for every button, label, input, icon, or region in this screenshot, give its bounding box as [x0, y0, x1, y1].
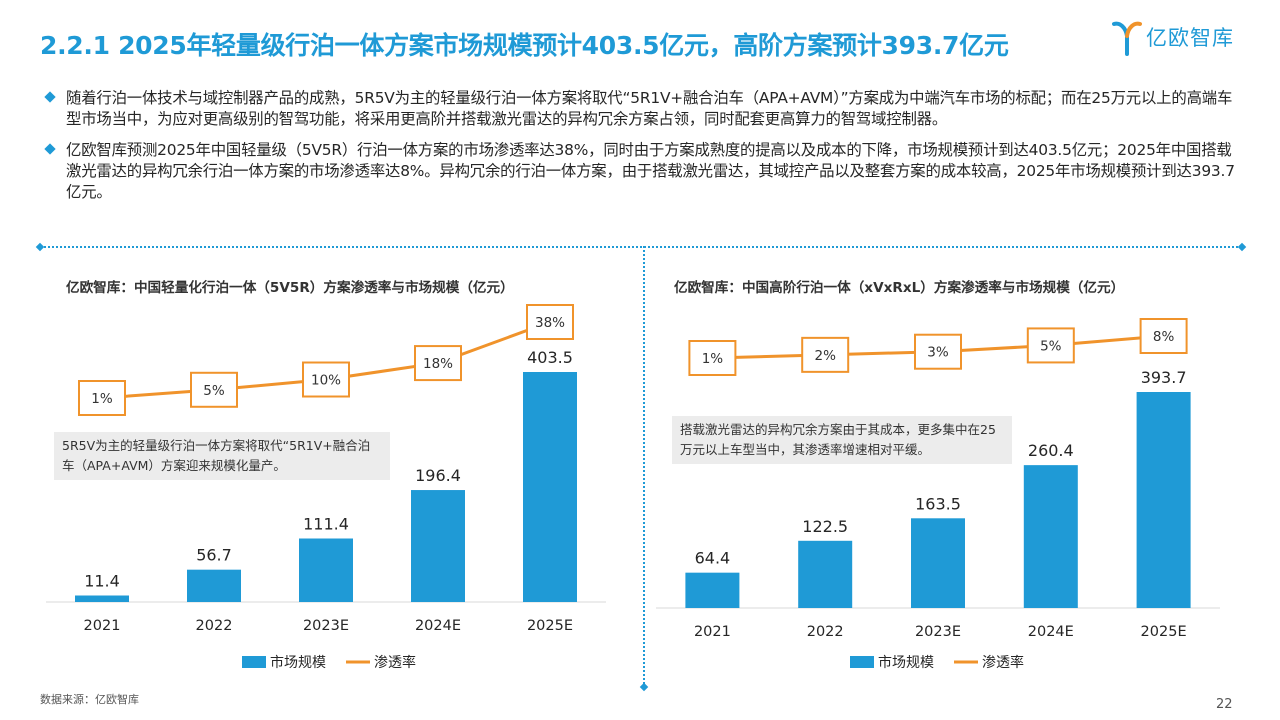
chart-advanced-xvxrxl: 亿欧智库：中国高阶行泊一体（xVxRxL）方案渗透率与市场规模（亿元） 64.4… — [656, 262, 1230, 682]
divider-end-icon — [1237, 242, 1247, 252]
chart-title: 亿欧智库：中国高阶行泊一体（xVxRxL）方案渗透率与市场规模（亿元） — [674, 280, 1125, 296]
bar-value-label: 11.4 — [84, 572, 120, 591]
penetration-label: 5% — [1040, 338, 1062, 354]
penetration-label: 1% — [702, 351, 724, 367]
legend-bar-label: 市场规模 — [878, 654, 934, 671]
bar-value-label: 163.5 — [915, 494, 961, 513]
x-tick-label: 2025E — [527, 618, 573, 634]
bar-value-label: 196.4 — [415, 466, 461, 485]
x-tick-label: 2021 — [84, 618, 121, 634]
bar-value-label: 111.4 — [303, 515, 349, 534]
bar-value-label: 393.7 — [1141, 368, 1187, 387]
penetration-label: 10% — [311, 373, 341, 389]
x-tick-label: 2022 — [196, 618, 233, 634]
page-number: 22 — [1216, 697, 1233, 712]
x-tick-label: 2023E — [303, 618, 349, 634]
penetration-label: 2% — [814, 348, 836, 364]
penetration-label-box — [1026, 327, 1075, 364]
vertical-divider — [643, 246, 645, 688]
bullet-list: 随着行泊一体技术与域控制器产品的成熟，5R5V为主的轻量级行泊一体方案将取代“5… — [44, 88, 1246, 213]
bullet-item: 随着行泊一体技术与域控制器产品的成熟，5R5V为主的轻量级行泊一体方案将取代“5… — [44, 88, 1246, 130]
penetration-label: 8% — [1153, 329, 1175, 345]
legend-bar-swatch — [242, 656, 266, 668]
penetration-label: 1% — [91, 391, 113, 407]
logo: 亿欧智库 — [1112, 18, 1252, 60]
bullet-text: 随着行泊一体技术与域控制器产品的成熟，5R5V为主的轻量级行泊一体方案将取代“5… — [66, 89, 1233, 128]
logo-text: 亿欧智库 — [1146, 26, 1234, 50]
penetration-label-box — [78, 380, 126, 416]
penetration-label-box — [914, 333, 962, 370]
divider-end-icon — [639, 682, 649, 692]
bar — [798, 540, 853, 608]
legend-line-label: 渗透率 — [374, 654, 416, 671]
bar — [187, 569, 241, 602]
bar — [299, 538, 353, 602]
divider-end-icon — [35, 242, 45, 252]
x-tick-label: 2023E — [915, 624, 961, 640]
diamond-bullet-icon — [44, 143, 56, 155]
bullet-item: 亿欧智库预测2025年中国轻量级（5V5R）行泊一体方案的市场渗透率达38%，同… — [44, 140, 1246, 203]
penetration-label: 5% — [203, 383, 225, 399]
penetration-label-box — [688, 340, 737, 376]
bar — [685, 572, 740, 608]
penetration-label-box — [414, 345, 462, 382]
bar — [523, 372, 577, 602]
diamond-bullet-icon — [44, 91, 56, 103]
bar — [911, 518, 965, 608]
penetration-label: 3% — [927, 345, 949, 361]
bar-value-label: 403.5 — [527, 348, 573, 367]
chart-annotation: 搭载激光雷达的异构冗余方案由于其成本，更多集中在25万元以上车型当中，其渗透率增… — [672, 416, 1012, 464]
yiou-logo-icon — [1112, 21, 1142, 56]
x-tick-label: 2022 — [807, 624, 844, 640]
penetration-label-box — [190, 371, 238, 408]
bullet-text: 亿欧智库预测2025年中国轻量级（5V5R）行泊一体方案的市场渗透率达38%，同… — [66, 141, 1235, 201]
page-title: 2.2.1 2025年轻量级行泊一体方案市场规模预计403.5亿元，高阶方案预计… — [40, 31, 1009, 60]
penetration-label-box — [302, 361, 350, 398]
horizontal-divider — [40, 246, 1242, 248]
data-source: 数据来源：亿欧智库 — [40, 693, 139, 706]
bar — [1023, 465, 1078, 608]
bar-value-label: 64.4 — [695, 549, 731, 568]
x-tick-label: 2025E — [1141, 624, 1187, 640]
x-tick-label: 2024E — [1028, 624, 1074, 640]
penetration-label-box — [801, 336, 850, 373]
legend-line-label: 渗透率 — [982, 654, 1024, 671]
penetration-label-box — [526, 304, 574, 340]
bar — [1136, 392, 1191, 608]
chart-svg: 11.4 2021 56.7 2022 111.4 2023E 196.4 2024E 403.… — [46, 304, 606, 671]
chart-light-5v5r: 亿欧智库：中国轻量化行泊一体（5V5R）方案渗透率与市场规模（亿元） 11.4 2… — [46, 262, 624, 682]
bar — [75, 595, 129, 602]
x-tick-label: 2024E — [415, 618, 461, 634]
bar-value-label: 260.4 — [1028, 441, 1074, 460]
legend-bar-label: 市场规模 — [270, 654, 326, 671]
chart-title: 亿欧智库：中国轻量化行泊一体（5V5R）方案渗透率与市场规模（亿元） — [66, 280, 514, 296]
legend-bar-swatch — [850, 656, 874, 668]
penetration-label: 38% — [535, 315, 565, 331]
bar — [411, 490, 465, 602]
chart-svg: 64.4 2021 122.5 2022 163.5 2023E 260.4 2024E 393… — [656, 318, 1220, 671]
penetration-label: 18% — [423, 356, 453, 372]
penetration-label-box — [1139, 318, 1188, 354]
chart-annotation: 5R5V为主的轻量级行泊一体方案将取代“5R1V+融合泊车（APA+AVM）方案… — [54, 432, 390, 480]
bar-value-label: 56.7 — [196, 546, 232, 565]
bar-value-label: 122.5 — [802, 517, 848, 536]
x-tick-label: 2021 — [694, 624, 731, 640]
